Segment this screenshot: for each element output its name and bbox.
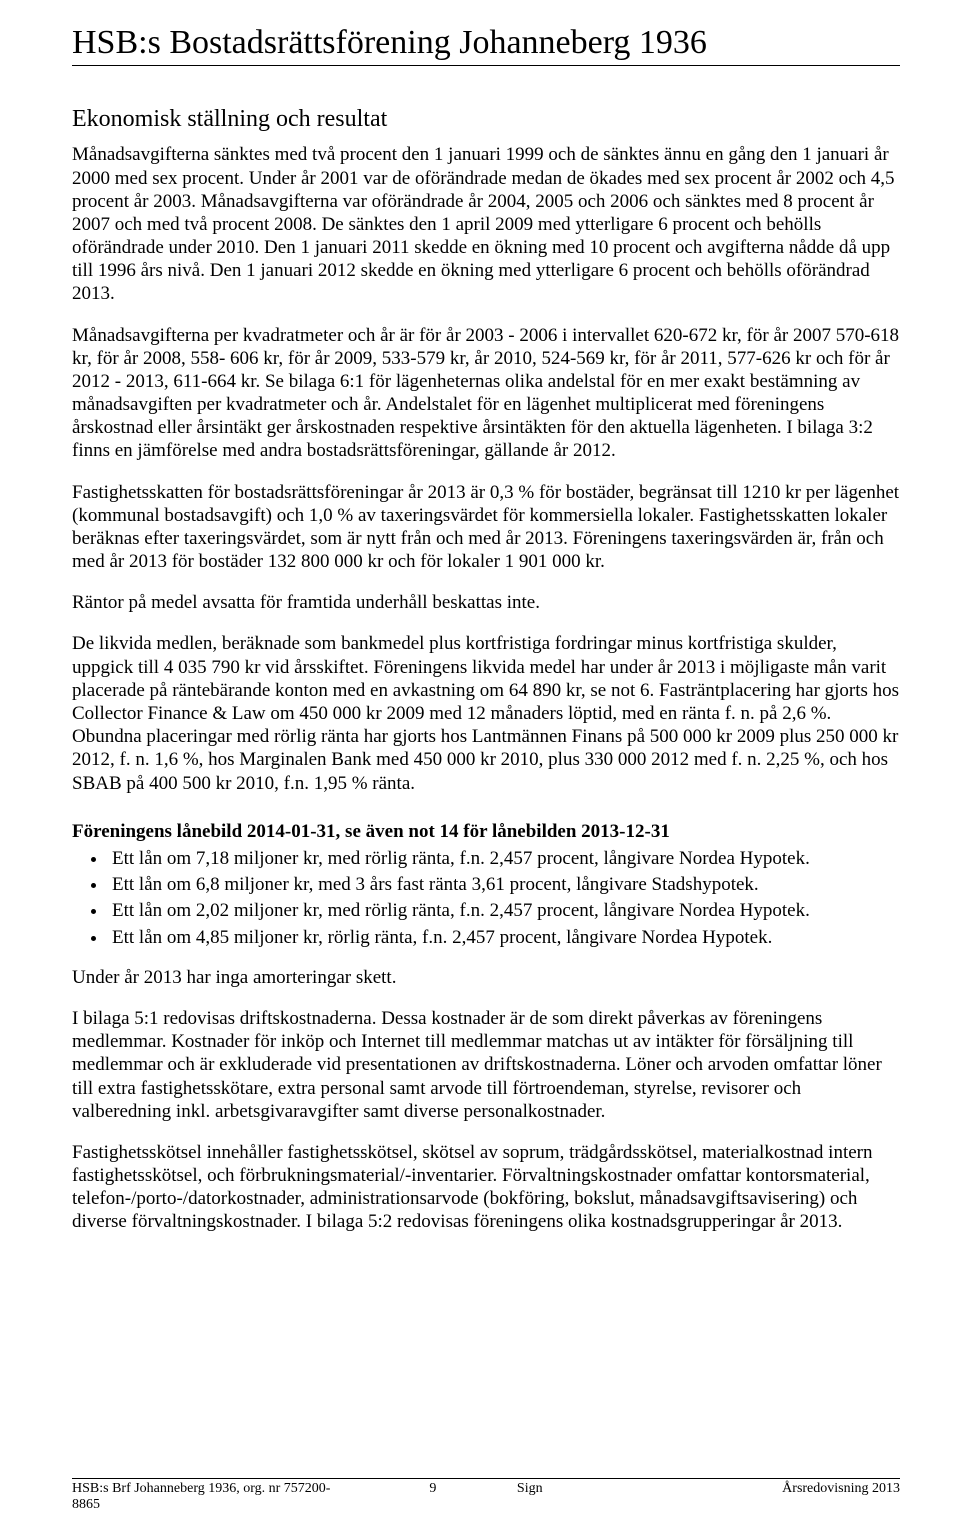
body-paragraph: Månadsavgifterna per kvadratmeter och år… xyxy=(72,324,900,463)
page-footer: HSB:s Brf Johanneberg 1936, org. nr 7572… xyxy=(72,1478,900,1513)
document-title: HSB:s Bostadsrättsförening Johanneberg 1… xyxy=(72,24,900,61)
list-item: Ett lån om 6,8 miljoner kr, med 3 års fa… xyxy=(108,873,900,897)
body-paragraph: Månadsavgifterna sänktes med två procent… xyxy=(72,143,900,305)
footer-right: Årsredovisning 2013 xyxy=(624,1481,900,1513)
footer-rule xyxy=(72,1478,900,1479)
footer-sign-label: Sign xyxy=(517,1481,543,1496)
footer-center: 9 Sign xyxy=(348,1481,624,1513)
title-rule xyxy=(72,65,900,66)
loans-list: Ett lån om 7,18 miljoner kr, med rörlig … xyxy=(72,847,900,950)
page-container: HSB:s Bostadsrättsförening Johanneberg 1… xyxy=(0,0,960,1527)
list-item: Ett lån om 2,02 miljoner kr, med rörlig … xyxy=(108,899,900,923)
list-item: Ett lån om 7,18 miljoner kr, med rörlig … xyxy=(108,847,900,871)
body-paragraph: I bilaga 5:1 redovisas driftskostnaderna… xyxy=(72,1007,900,1123)
body-paragraph: Fastighetsskatten för bostadsrättsföreni… xyxy=(72,481,900,574)
footer-page-number: 9 xyxy=(429,1481,436,1496)
footer-row: HSB:s Brf Johanneberg 1936, org. nr 7572… xyxy=(72,1481,900,1513)
section-heading: Ekonomisk ställning och resultat xyxy=(72,106,900,133)
footer-left: HSB:s Brf Johanneberg 1936, org. nr 7572… xyxy=(72,1481,348,1513)
body-paragraph: Räntor på medel avsatta för framtida und… xyxy=(72,591,900,614)
loans-heading: Föreningens lånebild 2014-01-31, se även… xyxy=(72,821,900,843)
body-paragraph: Under år 2013 har inga amorteringar sket… xyxy=(72,966,900,989)
list-item: Ett lån om 4,85 miljoner kr, rörlig ränt… xyxy=(108,926,900,950)
body-paragraph: Fastighetsskötsel innehåller fastighetss… xyxy=(72,1141,900,1234)
body-paragraph: De likvida medlen, beräknade som bankmed… xyxy=(72,632,900,794)
